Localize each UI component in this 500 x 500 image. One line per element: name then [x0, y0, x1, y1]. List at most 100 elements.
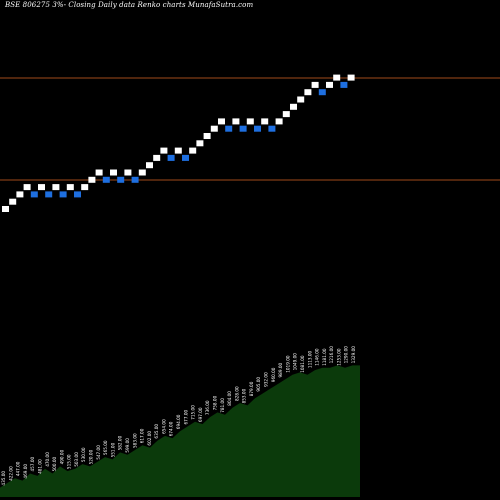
renko-brick-up — [282, 111, 290, 118]
renko-brick-up — [153, 154, 161, 161]
volume-label: 583.00 — [132, 433, 137, 448]
chart-title: BSE 806275 3%- Closing Daily data Renko … — [5, 1, 254, 9]
volume-label: 758.00 — [213, 395, 218, 410]
renko-brick-up — [189, 147, 197, 154]
volume-label: 1253.00 — [336, 348, 341, 366]
volume-label: 481.00 — [38, 459, 43, 474]
volume-label: 1290.00 — [344, 346, 349, 364]
renko-brick-up — [52, 184, 60, 191]
renko-brick-down — [117, 176, 125, 183]
volume-label: 599.00 — [125, 438, 130, 453]
volume-label: 503.00 — [74, 452, 79, 467]
renko-brick-up — [138, 169, 146, 176]
volume-label: 1216.00 — [329, 346, 334, 364]
renko-brick-up — [2, 206, 9, 212]
volume-label: 1146.00 — [315, 348, 320, 366]
volume-label: 879.00 — [249, 381, 254, 396]
renko-brick-down — [167, 154, 175, 161]
volume-label: 565.00 — [103, 440, 108, 455]
volume-label: 602.00 — [147, 431, 152, 446]
volume-label: 715.00 — [191, 405, 196, 420]
volume-label: 447.00 — [16, 461, 21, 476]
renko-brick-up — [326, 81, 333, 88]
renko-brick-up — [304, 89, 312, 96]
volume-label: 960.00 — [271, 367, 276, 382]
volume-label: 520.00 — [89, 449, 94, 464]
renko-brick-down — [268, 125, 276, 132]
renko-brick-up — [146, 162, 153, 169]
renko-brick-up — [275, 118, 283, 125]
renko-brick-down — [131, 176, 139, 183]
renko-brick-up — [160, 147, 168, 154]
volume-label: 781.00 — [220, 398, 225, 413]
renko-brick-down — [225, 125, 233, 132]
volume-label: 469.00 — [23, 464, 28, 479]
volume-label: 989.00 — [278, 363, 283, 378]
renko-brick-up — [81, 184, 89, 191]
volume-label: 697.00 — [198, 407, 203, 422]
renko-brick-up — [203, 133, 211, 139]
renko-brick-down — [30, 191, 38, 198]
volume-label: 654.00 — [161, 419, 166, 434]
volume-label: 435.00 — [1, 471, 6, 486]
renko-brick-down — [254, 125, 261, 132]
volume-label: 530.00 — [81, 447, 86, 462]
renko-brick-up — [174, 147, 182, 154]
volume-label: 551.00 — [110, 442, 115, 457]
volume-label: 582.00 — [118, 435, 123, 450]
renko-brick-up — [333, 74, 341, 81]
renko-brick-up — [290, 103, 297, 110]
renko-brick-up — [124, 169, 132, 176]
renko-brick-up — [347, 74, 355, 81]
volume-label: 1081.00 — [300, 355, 305, 373]
renko-brick-up — [232, 118, 240, 125]
volume-label: 515.00 — [67, 454, 72, 469]
renko-brick-down — [74, 191, 81, 198]
volume-label: 828.00 — [234, 386, 239, 401]
renko-brick-up — [297, 96, 305, 103]
renko-brick-up — [66, 184, 74, 191]
volume-label: 617.00 — [140, 428, 145, 443]
volume-label: 1019.00 — [285, 355, 290, 373]
volume-label: 905.00 — [256, 377, 261, 392]
volume-label: 490.00 — [59, 449, 64, 464]
volume-label: 422.00 — [8, 466, 13, 481]
renko-brick-up — [110, 169, 117, 176]
renko-brick-down — [182, 154, 189, 161]
renko-brick-up — [9, 198, 17, 205]
renko-brick-up — [261, 118, 269, 125]
renko-brick-up — [210, 125, 218, 132]
renko-brick-up — [38, 184, 45, 191]
renko-brick-down — [102, 176, 110, 183]
volume-label: 853.00 — [242, 388, 247, 403]
renko-brick-up — [88, 176, 96, 183]
renko-brick-down — [239, 125, 247, 132]
volume-label: 500.00 — [52, 457, 57, 472]
volume-label: 470.00 — [45, 452, 50, 467]
renko-brick-up — [23, 184, 31, 191]
volume-label: 694.00 — [176, 414, 181, 429]
volume-label: 736.00 — [205, 400, 210, 415]
volume-label: 677.00 — [183, 410, 188, 425]
volume-label: 1049.00 — [293, 353, 298, 371]
renko-brick-up — [196, 140, 204, 147]
volume-label: 547.00 — [96, 445, 101, 460]
volume-label: 1329.00 — [351, 346, 356, 364]
renko-brick-up — [16, 191, 24, 198]
renko-brick-down — [318, 89, 326, 96]
volume-label: 1113.00 — [307, 350, 312, 368]
volume-label: 932.00 — [264, 372, 269, 387]
volume-label: 674.00 — [169, 421, 174, 436]
renko-brick-up — [311, 81, 319, 88]
renko-brick-down — [45, 191, 53, 198]
volume-label: 1181.00 — [322, 348, 327, 366]
renko-brick-down — [340, 81, 348, 88]
renko-brick-down — [59, 191, 67, 198]
renko-brick-up — [218, 118, 225, 125]
volume-label: 804.00 — [227, 391, 232, 406]
volume-label: 635.00 — [154, 424, 159, 439]
renko-brick-up — [95, 169, 103, 176]
volume-area — [0, 365, 360, 497]
renko-brick-up — [246, 118, 254, 125]
